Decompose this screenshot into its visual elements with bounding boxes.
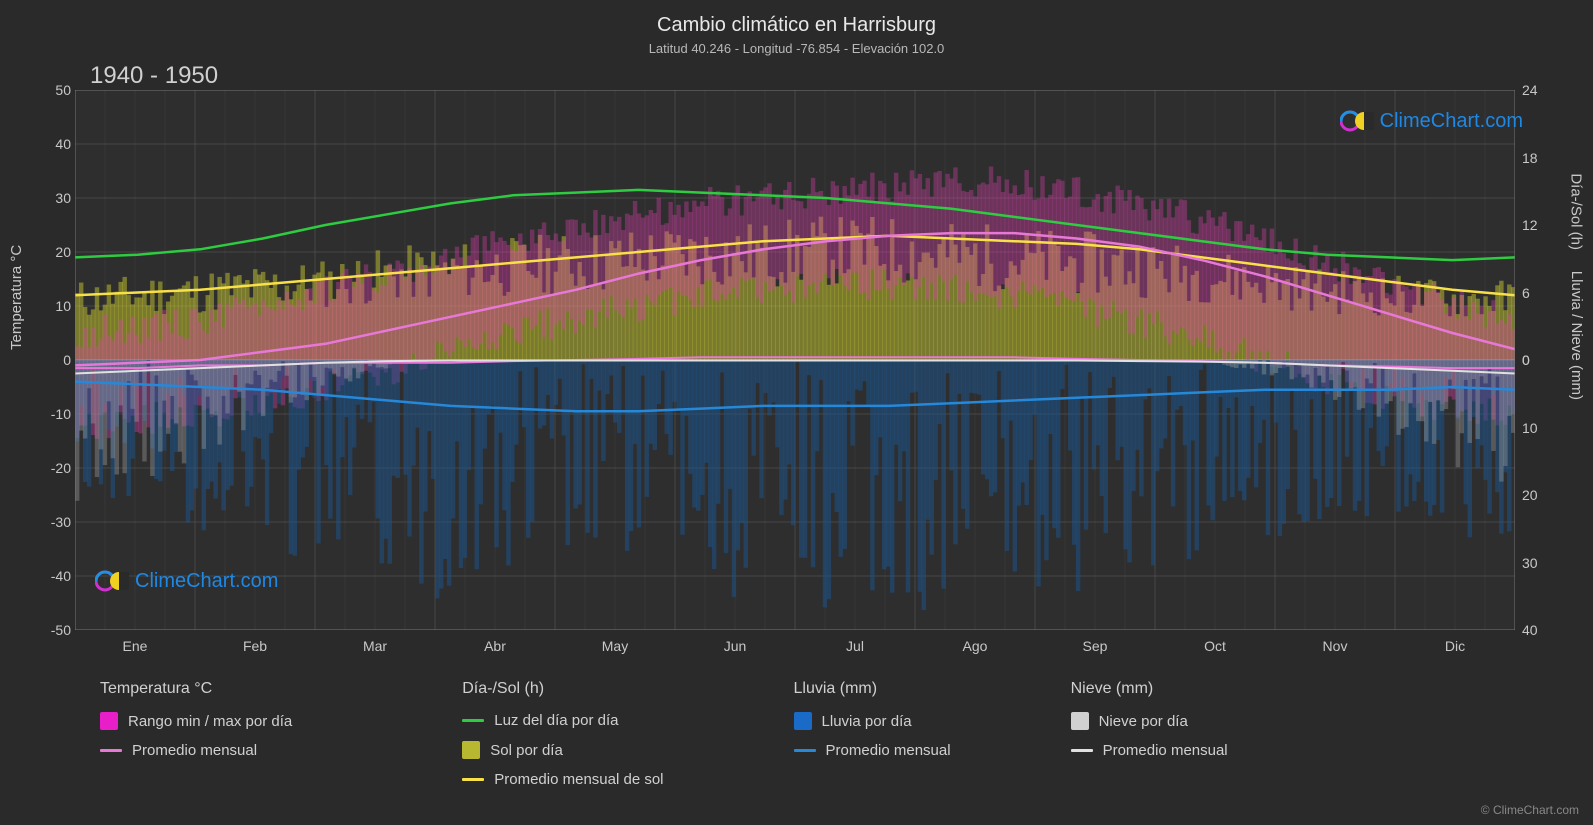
watermark-top: ClimeChart.com xyxy=(1340,108,1523,134)
month-label: Ene xyxy=(115,638,155,654)
month-label: Ago xyxy=(955,638,995,654)
tick-left: 40 xyxy=(31,136,71,152)
tick-right-top: 24 xyxy=(1522,82,1538,98)
legend-rain: Lluvia (mm) Lluvia por día Promedio mens… xyxy=(794,680,951,788)
legend-temp-header: Temperatura °C xyxy=(100,680,292,698)
swatch-temp-avg xyxy=(100,749,122,752)
tick-right-top: 18 xyxy=(1522,150,1538,166)
legend-daysun-header: Día-/Sol (h) xyxy=(462,680,663,698)
legend-daysun: Día-/Sol (h) Luz del día por día Sol por… xyxy=(462,680,663,788)
tick-right-bottom: 40 xyxy=(1522,622,1538,638)
chart-title: Cambio climático en Harrisburg xyxy=(0,0,1593,37)
swatch-sun-daily xyxy=(462,741,480,759)
copyright: © ClimeChart.com xyxy=(1481,803,1579,817)
y-axis-right-top-label: Día-/Sol (h) xyxy=(1568,173,1585,250)
plot-area xyxy=(75,90,1515,630)
legend-label: Promedio mensual xyxy=(132,742,257,759)
month-label: Feb xyxy=(235,638,275,654)
y-axis-right-bottom-label: Lluvia / Nieve (mm) xyxy=(1568,271,1585,400)
month-label: Sep xyxy=(1075,638,1115,654)
tick-right-bottom: 30 xyxy=(1522,555,1538,571)
month-label: Jun xyxy=(715,638,755,654)
swatch-temp-range xyxy=(100,712,118,730)
legend-label: Nieve por día xyxy=(1099,713,1188,730)
legend-temp-range: Rango min / max por día xyxy=(100,712,292,730)
y-axis-left-label: Temperatura °C xyxy=(8,245,25,350)
swatch-daylight xyxy=(462,719,484,722)
legend-snow-header: Nieve (mm) xyxy=(1071,680,1228,698)
logo-icon xyxy=(1340,108,1374,134)
tick-left: 50 xyxy=(31,82,71,98)
tick-left: -30 xyxy=(31,514,71,530)
month-label: May xyxy=(595,638,635,654)
month-label: Abr xyxy=(475,638,515,654)
tick-left: 30 xyxy=(31,190,71,206)
month-label: Oct xyxy=(1195,638,1235,654)
legend-rain-daily: Lluvia por día xyxy=(794,712,951,730)
swatch-snow-avg xyxy=(1071,749,1093,752)
chart-svg xyxy=(75,90,1515,630)
tick-right-top: 6 xyxy=(1522,285,1530,301)
legend-snow: Nieve (mm) Nieve por día Promedio mensua… xyxy=(1071,680,1228,788)
legend-label: Lluvia por día xyxy=(822,713,912,730)
legend-label: Promedio mensual de sol xyxy=(494,771,663,788)
legend-snow-avg: Promedio mensual xyxy=(1071,742,1228,759)
period-label: 1940 - 1950 xyxy=(90,62,218,90)
legend-snow-daily: Nieve por día xyxy=(1071,712,1228,730)
tick-left: -40 xyxy=(31,568,71,584)
tick-right-top: 12 xyxy=(1522,217,1538,233)
chart-subtitle: Latitud 40.246 - Longitud -76.854 - Elev… xyxy=(0,37,1593,56)
climate-chart: Cambio climático en Harrisburg Latitud 4… xyxy=(0,0,1593,825)
tick-left: -10 xyxy=(31,406,71,422)
tick-right-bottom: 0 xyxy=(1522,352,1530,368)
legend-temp-avg: Promedio mensual xyxy=(100,742,292,759)
legend-label: Rango min / max por día xyxy=(128,713,292,730)
legend-temp: Temperatura °C Rango min / max por día P… xyxy=(100,680,292,788)
legend: Temperatura °C Rango min / max por día P… xyxy=(100,680,1228,788)
watermark-text: ClimeChart.com xyxy=(135,570,278,593)
watermark-text: ClimeChart.com xyxy=(1380,110,1523,133)
swatch-rain-avg xyxy=(794,749,816,752)
month-label: Jul xyxy=(835,638,875,654)
swatch-snow-daily xyxy=(1071,712,1089,730)
legend-label: Promedio mensual xyxy=(826,742,951,759)
month-label: Mar xyxy=(355,638,395,654)
swatch-sun-avg xyxy=(462,778,484,781)
tick-left: 20 xyxy=(31,244,71,260)
legend-rain-header: Lluvia (mm) xyxy=(794,680,951,698)
tick-right-bottom: 20 xyxy=(1522,487,1538,503)
legend-label: Promedio mensual xyxy=(1103,742,1228,759)
legend-label: Luz del día por día xyxy=(494,712,618,729)
tick-left: -50 xyxy=(31,622,71,638)
swatch-rain-daily xyxy=(794,712,812,730)
legend-sun-avg: Promedio mensual de sol xyxy=(462,771,663,788)
tick-left: -20 xyxy=(31,460,71,476)
legend-daylight: Luz del día por día xyxy=(462,712,663,729)
tick-left: 10 xyxy=(31,298,71,314)
legend-rain-avg: Promedio mensual xyxy=(794,742,951,759)
watermark-bottom: ClimeChart.com xyxy=(95,568,278,594)
legend-label: Sol por día xyxy=(490,742,563,759)
tick-right-bottom: 10 xyxy=(1522,420,1538,436)
tick-left: 0 xyxy=(31,352,71,368)
month-label: Nov xyxy=(1315,638,1355,654)
month-label: Dic xyxy=(1435,638,1475,654)
logo-icon xyxy=(95,568,129,594)
legend-sun-daily: Sol por día xyxy=(462,741,663,759)
